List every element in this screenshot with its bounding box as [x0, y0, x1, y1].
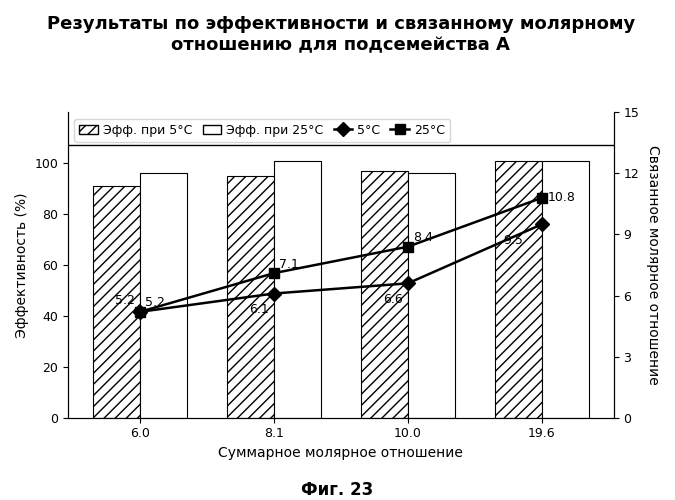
Bar — [495, 160, 542, 418]
Bar — [408, 174, 455, 418]
Text: 6.6: 6.6 — [383, 293, 402, 306]
Text: 5.2: 5.2 — [115, 294, 135, 306]
Text: 5.2: 5.2 — [145, 296, 165, 310]
Bar — [140, 174, 187, 418]
Bar — [542, 160, 589, 418]
Text: 8.4: 8.4 — [413, 231, 433, 244]
Title: Результаты по эффективности и связанному молярному
отношению для подсемейства А: Результаты по эффективности и связанному… — [47, 15, 635, 54]
Y-axis label: Эффективность (%): Эффективность (%) — [15, 192, 29, 338]
Text: 9.5: 9.5 — [503, 234, 523, 246]
Bar — [274, 160, 321, 418]
Y-axis label: Связанное молярное отношение: Связанное молярное отношение — [646, 145, 660, 385]
X-axis label: Суммарное молярное отношение: Суммарное молярное отношение — [219, 446, 463, 460]
Text: 10.8: 10.8 — [547, 190, 575, 203]
Bar — [227, 176, 274, 418]
Text: 6.1: 6.1 — [249, 303, 269, 316]
Text: 7.1: 7.1 — [279, 258, 299, 270]
Bar — [361, 171, 408, 418]
Bar — [93, 186, 140, 418]
Text: Фиг. 23: Фиг. 23 — [301, 481, 374, 499]
Legend: Эфф. при 5°C, Эфф. при 25°C, 5°C, 25°C: Эфф. при 5°C, Эфф. при 25°C, 5°C, 25°C — [74, 118, 450, 142]
